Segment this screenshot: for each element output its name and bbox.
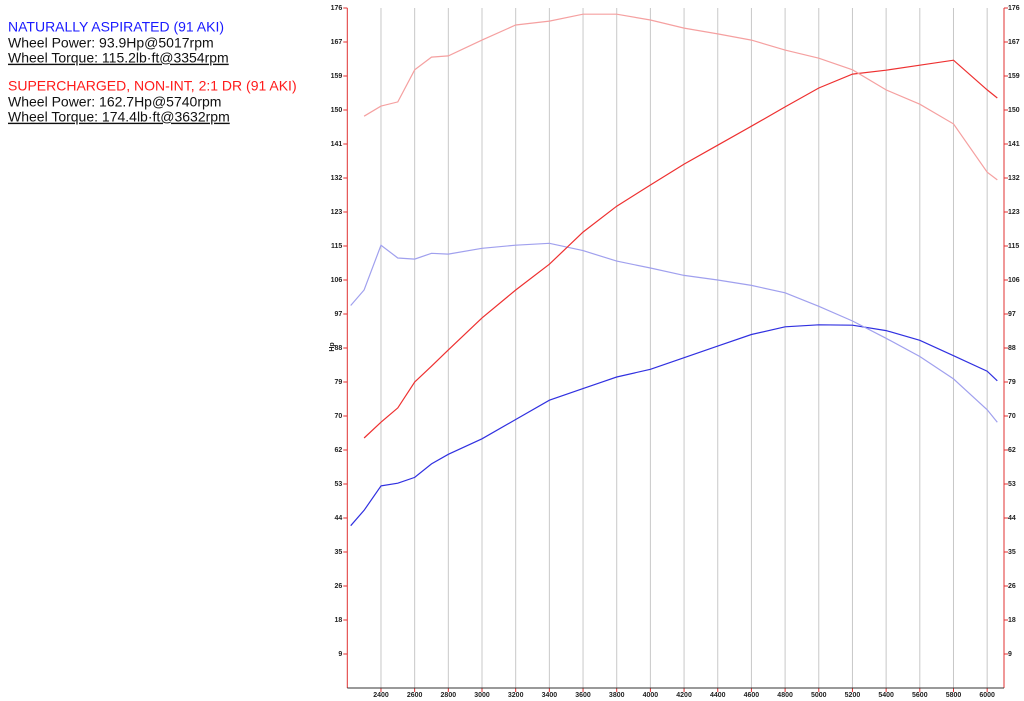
- y-tick-label: 176: [331, 5, 343, 12]
- y-tick-label: 167: [331, 39, 343, 46]
- y-tick-label: 35: [335, 549, 343, 556]
- x-tick-label: 4800: [777, 692, 793, 699]
- x-tick-label: 5600: [912, 692, 928, 699]
- y-tick-label: 97: [335, 311, 343, 318]
- line: [363, 13, 998, 181]
- x-tick-label: 3200: [508, 692, 524, 699]
- y2-tick-label: 106: [1008, 277, 1020, 284]
- y-tick-label: 141: [331, 141, 343, 148]
- legend-entry: Wheel Torque: 174.4lb·ft@3632rpm: [8, 109, 230, 125]
- y-tick-label: 18: [335, 617, 343, 624]
- y-tick-label: 150: [331, 107, 343, 114]
- x-tick-label: 4600: [744, 692, 760, 699]
- x-tick-label: 5200: [845, 692, 861, 699]
- legend-entry: Wheel Torque: 115.2lb·ft@3354rpm: [8, 50, 229, 66]
- y2-tick-label: 26: [1008, 583, 1016, 590]
- y2-tick-label: 88: [1008, 345, 1016, 352]
- y2-tick-label: 79: [1008, 379, 1016, 386]
- x-tick-label: 2600: [407, 692, 423, 699]
- x-tick-label: 4200: [676, 692, 692, 699]
- y-tick-label: 159: [331, 73, 343, 80]
- y2-tick-label: 176: [1008, 5, 1020, 12]
- legend-title: SUPERCHARGED, NON-INT, 2:1 DR (91 AKI): [8, 78, 297, 94]
- legend-entry: Wheel Power: 162.7Hp@5740rpm: [8, 94, 221, 110]
- y-axis-label: Hp: [329, 342, 336, 351]
- y2-tick-label: 123: [1008, 209, 1020, 216]
- x-tick-label: 5000: [811, 692, 827, 699]
- y-tick-label: 53: [335, 481, 343, 488]
- y2-tick-label: 62: [1008, 447, 1016, 454]
- y2-tick-label: 167: [1008, 39, 1020, 46]
- y2-tick-label: 132: [1008, 175, 1020, 182]
- y-tick-label: 115: [331, 243, 342, 250]
- y-tick-label: 70: [335, 413, 343, 420]
- y2-tick-label: 53: [1008, 481, 1016, 488]
- y2-tick-label: 70: [1008, 413, 1016, 420]
- y2-tick-label: 159: [1008, 73, 1020, 80]
- y-tick-label: 106: [331, 277, 343, 284]
- y-tick-label: 9: [338, 651, 342, 658]
- y-tick-label: 26: [335, 583, 343, 590]
- y2-tick-label: 35: [1008, 549, 1016, 556]
- x-tick-label: 6000: [979, 692, 995, 699]
- y-tick-label: 62: [335, 447, 343, 454]
- y2-tick-label: 150: [1008, 107, 1020, 114]
- legend-title: NATURALLY ASPIRATED (91 AKI): [8, 19, 224, 35]
- line: [350, 242, 998, 423]
- y2-tick-label: 9: [1008, 651, 1012, 658]
- x-tick-label: 5800: [946, 692, 962, 699]
- x-tick-label: 3600: [575, 692, 591, 699]
- y-tick-label: 123: [331, 209, 343, 216]
- x-tick-label: 2800: [441, 692, 457, 699]
- x-tick-label: 3000: [474, 692, 490, 699]
- line: [350, 324, 998, 527]
- y-tick-label: 132: [331, 175, 343, 182]
- y2-tick-label: 141: [1008, 141, 1020, 148]
- x-tick-label: 4400: [710, 692, 726, 699]
- y2-tick-label: 97: [1008, 311, 1016, 318]
- x-tick-label: 3800: [609, 692, 625, 699]
- y2-tick-label: 18: [1008, 617, 1016, 624]
- y-tick-label: 88: [335, 345, 343, 352]
- y-tick-label: 44: [335, 515, 343, 522]
- x-tick-label: 5400: [878, 692, 894, 699]
- x-tick-label: 2400: [373, 692, 389, 699]
- y2-tick-label: 44: [1008, 515, 1016, 522]
- y-tick-label: 79: [335, 379, 343, 386]
- x-tick-label: 3400: [542, 692, 558, 699]
- line: [363, 59, 998, 439]
- x-tick-label: 4000: [643, 692, 659, 699]
- legend-entry: Wheel Power: 93.9Hp@5017rpm: [8, 35, 214, 51]
- y2-tick-label: 115: [1008, 243, 1019, 250]
